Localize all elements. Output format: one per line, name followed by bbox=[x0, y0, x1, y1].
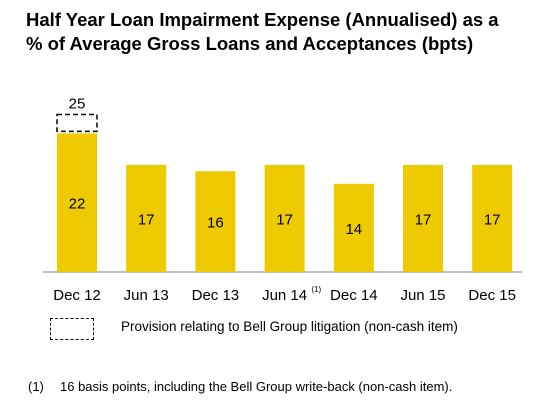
bar-chart: 22 Dec 12 17 Jun 13 16 Dec 13 17 Jun 14 (1) 14 Dec… bbox=[43, 96, 522, 304]
x-tick-label: Dec 14 bbox=[330, 287, 378, 304]
bar-value-label: 17 bbox=[415, 211, 432, 228]
bar-value-label: 17 bbox=[276, 211, 293, 228]
x-tick-label: Dec 12 bbox=[53, 287, 101, 304]
x-tick-label: Jun 13 bbox=[124, 287, 169, 304]
bar-dec-15 bbox=[472, 164, 513, 272]
bar-jun-13 bbox=[126, 164, 167, 272]
footnote-number: (1) bbox=[28, 379, 44, 394]
footnote-text: 16 basis points, including the Bell Grou… bbox=[60, 379, 453, 394]
bar-value-label: 16 bbox=[207, 215, 224, 232]
legend-swatch-dashed bbox=[50, 318, 94, 340]
x-tick-label: Dec 13 bbox=[192, 287, 240, 304]
x-tick-label: Jun 15 bbox=[400, 287, 445, 304]
x-tick-label: Dec 15 bbox=[468, 287, 516, 304]
bar-dec-14 bbox=[333, 183, 374, 272]
bar-value-label: 14 bbox=[345, 221, 362, 238]
chart-title: Half Year Loan Impairment Expense (Annua… bbox=[26, 8, 546, 56]
total-value-label: 25 bbox=[69, 96, 86, 113]
bar-dec-13 bbox=[195, 171, 236, 272]
title-line-1: Half Year Loan Impairment Expense (Annua… bbox=[26, 9, 499, 30]
title-line-2: % of Average Gross Loans and Acceptances… bbox=[26, 33, 474, 54]
x-tick-superscript: (1) bbox=[311, 285, 321, 294]
bar-jun-15 bbox=[403, 164, 443, 272]
bar-value-label: 17 bbox=[484, 211, 501, 228]
dashed-provision-box bbox=[56, 113, 98, 133]
bar-value-label: 22 bbox=[69, 196, 86, 213]
legend-label: Provision relating to Bell Group litigat… bbox=[121, 319, 458, 334]
footnote: (1) 16 basis points, including the Bell G… bbox=[28, 378, 452, 396]
bar-jun-14 bbox=[264, 164, 305, 272]
bar-value-label: 17 bbox=[138, 211, 155, 228]
x-tick-label: Jun 14 bbox=[262, 287, 307, 304]
bar-dec-12 bbox=[57, 133, 97, 272]
